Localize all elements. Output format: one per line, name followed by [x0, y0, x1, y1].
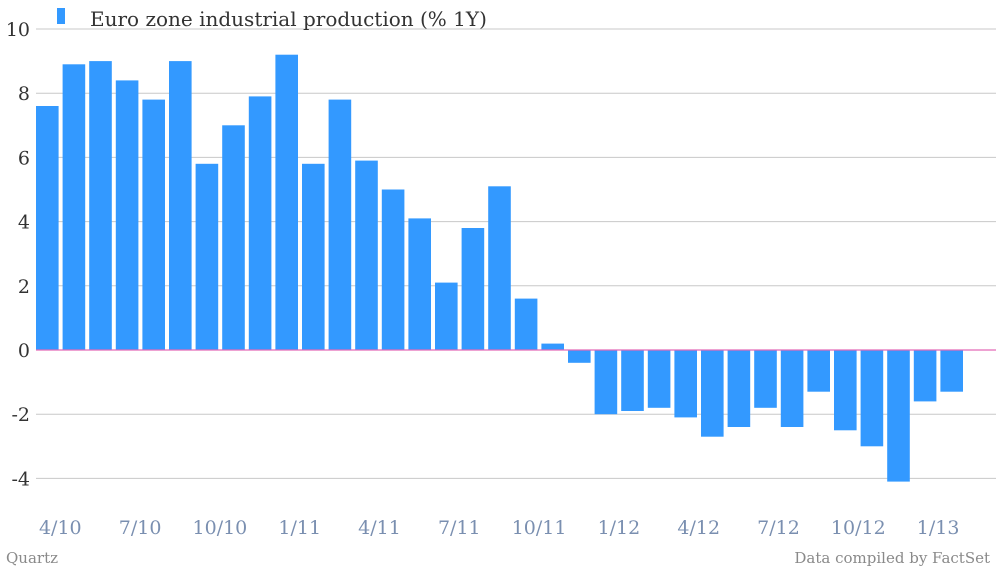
bar [887, 350, 910, 482]
bar [594, 350, 618, 415]
bar [834, 350, 857, 431]
bar [674, 350, 697, 418]
x-tick-label: 7/10 [119, 517, 162, 539]
bar [647, 350, 671, 408]
x-tick-label: 7/12 [757, 517, 800, 539]
bar [142, 99, 165, 350]
bar [940, 350, 963, 392]
bar [488, 186, 511, 350]
x-tick-label: 4/11 [358, 517, 401, 539]
bars [36, 54, 963, 482]
legend-swatch [57, 8, 65, 24]
bar [514, 298, 538, 350]
y-tick-label: 0 [18, 340, 30, 362]
x-tick-label: 4/12 [677, 517, 720, 539]
bar [302, 163, 325, 350]
bar [435, 282, 458, 350]
bar [780, 350, 804, 427]
bar [62, 64, 86, 351]
x-tick-label: 1/12 [598, 517, 641, 539]
bar [408, 218, 431, 350]
bar [275, 54, 298, 350]
x-tick-label: 10/10 [193, 517, 248, 539]
bar [381, 189, 405, 350]
y-axis: 10 8 6 4 2 0 -2 -4 [6, 19, 30, 490]
bar [115, 80, 139, 351]
y-tick-label: 8 [18, 83, 30, 105]
y-tick-label: 4 [18, 212, 30, 234]
legend-label: Euro zone industrial production (% 1Y) [90, 7, 487, 31]
bar [222, 125, 245, 350]
x-tick-label: 4/10 [39, 517, 82, 539]
bar [461, 228, 485, 350]
bar [860, 350, 884, 447]
legend: Euro zone industrial production (% 1Y) [57, 7, 487, 31]
bar [754, 350, 777, 408]
bar [807, 350, 830, 392]
x-tick-label: 1/11 [278, 517, 321, 539]
x-tick-label: 1/13 [917, 517, 960, 539]
bar [89, 61, 112, 350]
bar [355, 160, 378, 350]
bar [328, 99, 352, 350]
x-tick-label: 10/12 [831, 517, 886, 539]
x-tick-label: 7/11 [438, 517, 481, 539]
bar [621, 350, 644, 411]
source-credit: Quartz [6, 549, 59, 567]
bar [248, 96, 272, 351]
bar [701, 350, 724, 437]
bar [195, 163, 219, 350]
y-tick-label: 6 [18, 147, 30, 169]
bar [568, 350, 591, 363]
y-tick-label: -2 [11, 404, 30, 426]
y-tick-label: 2 [18, 276, 30, 298]
bar [169, 61, 192, 350]
y-tick-label: -4 [11, 468, 30, 490]
x-axis: 4/10 7/10 10/10 1/11 4/11 7/11 10/11 1/12 4/12 7/… [39, 517, 959, 539]
bar [36, 106, 59, 350]
y-tick-label: 10 [6, 19, 30, 41]
data-source-note: Data compiled by FactSet [794, 549, 990, 567]
bar [541, 343, 564, 350]
bar [913, 350, 937, 402]
x-tick-label: 10/11 [512, 517, 567, 539]
bar [727, 350, 751, 427]
